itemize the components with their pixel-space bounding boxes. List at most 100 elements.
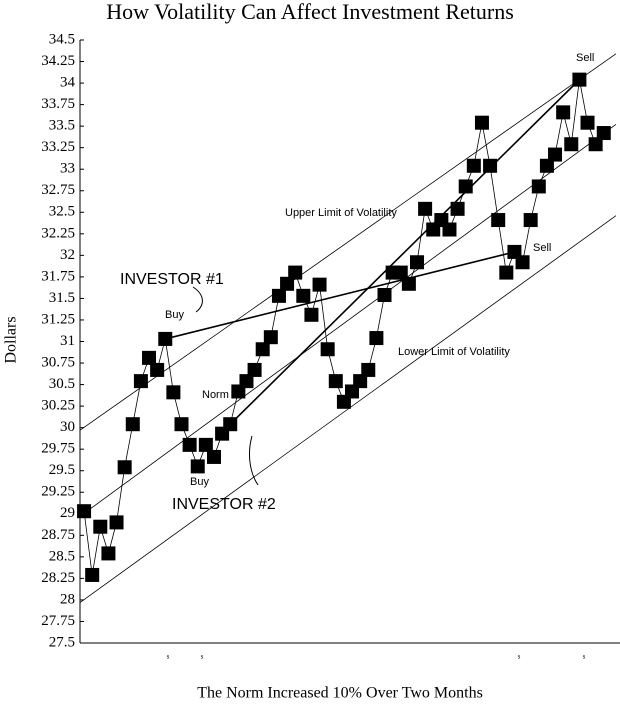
- point: [377, 287, 392, 302]
- point: [158, 331, 173, 346]
- point: [239, 374, 254, 389]
- y-tick-label: 32.5: [49, 204, 75, 220]
- annotation: INVESTOR #1: [120, 271, 224, 288]
- y-tick-label: 32.75: [41, 182, 75, 198]
- point: [523, 213, 538, 228]
- point: [190, 459, 205, 474]
- point: [174, 417, 189, 432]
- point: [328, 374, 343, 389]
- y-tick-label: 27.75: [41, 613, 75, 629]
- marker-label: s: [167, 653, 170, 661]
- y-tick-label: 30: [60, 419, 75, 435]
- x-axis-label: The Norm Increased 10% Over Two Months: [197, 685, 483, 702]
- y-tick-label: 30.75: [41, 354, 75, 370]
- point: [588, 137, 603, 152]
- marker-label: s: [583, 653, 586, 661]
- point: [77, 504, 92, 519]
- y-tick-label: 33.5: [49, 118, 75, 134]
- point: [393, 265, 408, 280]
- annotation: Sell: [576, 52, 594, 64]
- point: [361, 362, 376, 377]
- y-tick-label: 33: [60, 161, 75, 177]
- point: [515, 255, 530, 270]
- point: [206, 449, 221, 464]
- point: [280, 276, 295, 291]
- point: [142, 350, 157, 365]
- chart-title: How Volatility Can Affect Investment Ret…: [106, 0, 514, 24]
- marker-label: s: [518, 653, 521, 661]
- series-line: [83, 79, 605, 576]
- point: [296, 288, 311, 303]
- annotation: Upper Limit of Volatility: [285, 207, 397, 219]
- y-axis-label: Dollars: [3, 316, 20, 363]
- point: [483, 158, 498, 173]
- point: [182, 437, 197, 452]
- point: [409, 255, 424, 270]
- annotation: Buy: [190, 476, 209, 488]
- point: [556, 105, 571, 120]
- point: [117, 460, 132, 475]
- point: [320, 342, 335, 357]
- annotation: Sell: [533, 242, 551, 254]
- point: [596, 126, 611, 141]
- point: [401, 276, 416, 291]
- y-tick-label: 27.5: [49, 634, 75, 650]
- y-tick-label: 34.5: [49, 31, 75, 47]
- y-tick-label: 32.25: [41, 225, 75, 241]
- y-tick-label: 31: [60, 333, 75, 349]
- point: [369, 331, 384, 346]
- point: [271, 288, 286, 303]
- y-tick-label: 29.5: [49, 462, 75, 478]
- point: [101, 546, 116, 561]
- point: [564, 137, 579, 152]
- point: [93, 519, 108, 534]
- point: [418, 201, 433, 216]
- y-tick-label: 29: [60, 505, 75, 521]
- point: [572, 72, 587, 87]
- y-tick-label: 30.5: [49, 376, 75, 392]
- y-tick-label: 29.25: [41, 484, 75, 500]
- y-tick-label: 29.75: [41, 441, 75, 457]
- point: [491, 213, 506, 228]
- point: [499, 265, 514, 280]
- trend-line: [79, 215, 617, 603]
- y-tick-label: 31.25: [41, 311, 75, 327]
- point: [288, 265, 303, 280]
- trade-line: [165, 251, 515, 340]
- point: [133, 374, 148, 389]
- annotation: INVESTOR #2: [172, 496, 276, 513]
- point: [247, 362, 262, 377]
- point: [109, 515, 124, 530]
- y-tick-label: 34: [60, 75, 76, 91]
- arrow: [192, 286, 203, 313]
- y-tick-label: 31.5: [49, 290, 75, 306]
- point: [474, 115, 489, 130]
- point: [304, 307, 319, 322]
- trend-line: [79, 124, 617, 517]
- y-tick-label: 33.75: [41, 96, 75, 112]
- annotation: Buy: [165, 309, 184, 321]
- marker-label: s: [201, 653, 204, 661]
- point: [198, 437, 213, 452]
- point: [255, 342, 270, 357]
- point: [312, 277, 327, 292]
- y-tick-label: 32: [60, 247, 75, 263]
- arrow: [249, 435, 259, 486]
- point: [539, 158, 554, 173]
- y-tick-label: 28.75: [41, 527, 75, 543]
- y-tick-label: 28: [60, 591, 75, 607]
- point: [150, 362, 165, 377]
- y-tick-label: 31.75: [41, 268, 75, 284]
- point: [548, 147, 563, 162]
- point: [85, 567, 100, 582]
- point: [531, 179, 546, 194]
- point: [263, 330, 278, 345]
- annotation: Norm: [202, 389, 229, 401]
- point: [442, 222, 457, 237]
- point: [166, 385, 181, 400]
- y-tick-label: 34.25: [41, 53, 75, 69]
- point: [580, 115, 595, 130]
- point: [353, 374, 368, 389]
- y-tick-label: 30.25: [41, 398, 75, 414]
